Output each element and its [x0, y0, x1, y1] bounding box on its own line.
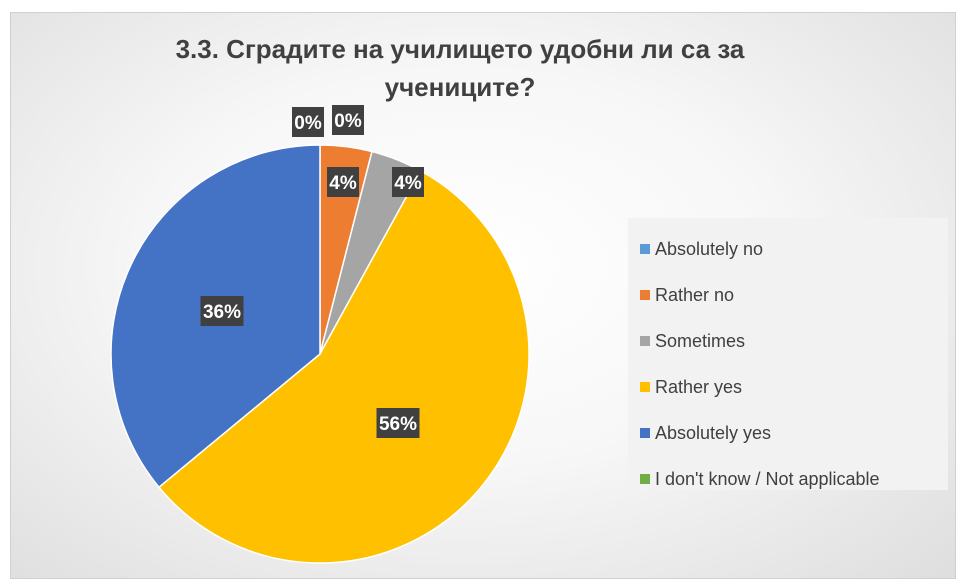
data-label: 0%	[332, 105, 364, 135]
legend-swatch	[640, 382, 650, 392]
legend-label: Sometimes	[655, 330, 746, 351]
legend-label: Absolutely yes	[655, 422, 772, 443]
data-label: 0%	[292, 107, 324, 137]
data-label-box	[292, 107, 324, 137]
legend-label: I don't know / Not applicable	[655, 468, 880, 489]
data-label-text: 4%	[394, 173, 422, 194]
legend-label: Rather no	[655, 284, 735, 305]
legend-item: Absolutely no	[640, 226, 948, 272]
legend-item: Absolutely yes	[640, 410, 948, 456]
chart-title: 3.3. Сградите на училището удобни ли са …	[175, 34, 745, 102]
pie-slice	[157, 169, 530, 564]
data-label-box	[200, 296, 244, 326]
data-label-box	[332, 105, 364, 135]
data-label-text: 36%	[203, 302, 241, 323]
data-label-box	[392, 167, 424, 197]
legend-swatch	[640, 336, 650, 346]
data-label: 4%	[327, 167, 359, 197]
data-label-text: 56%	[379, 414, 417, 435]
legend-item: Rather no	[640, 272, 948, 318]
legend-label: Rather yes	[655, 376, 743, 397]
legend: Absolutely no Rather no Sometimes Rather…	[628, 218, 948, 490]
data-label-text: 0%	[334, 111, 362, 132]
legend-item: Sometimes	[640, 318, 948, 364]
data-label-text: 0%	[294, 113, 322, 134]
data-label-box	[327, 167, 359, 197]
legend-swatch	[640, 474, 650, 484]
data-label: 36%	[200, 296, 244, 326]
data-label: 56%	[376, 408, 420, 438]
legend-item: Rather yes	[640, 364, 948, 410]
data-label-text: 4%	[329, 173, 357, 194]
legend-label: Absolutely no	[655, 238, 764, 259]
data-label-box	[376, 408, 420, 438]
legend-item: I don't know / Not applicable	[640, 456, 948, 502]
legend-swatch	[640, 290, 650, 300]
data-label: 4%	[392, 167, 424, 197]
legend-swatch	[640, 428, 650, 438]
legend-swatch	[640, 244, 650, 254]
